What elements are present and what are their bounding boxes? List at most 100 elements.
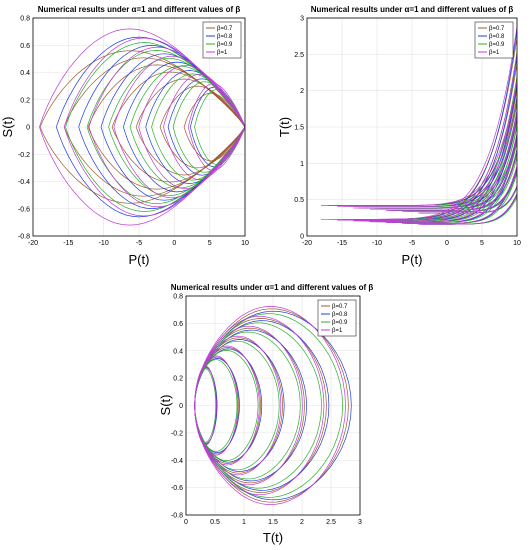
x-tick-label: -5 [136,240,142,247]
series-curve [369,110,517,223]
panel-3-axes-box [185,295,361,516]
legend-label: β=0.7 [217,26,233,32]
series-curve [183,92,245,162]
series-curve [355,76,517,221]
curve-group [194,306,352,505]
series-curve [123,61,245,193]
legend-label: β=0.8 [332,312,348,318]
x-tick-label: -15 [63,240,73,247]
x-tick-label: -10 [99,240,109,247]
panel-2-curves [321,26,517,225]
panel-1-xlabel: P(t) [129,252,150,267]
panel-3-ylabel: S(t) [158,395,173,416]
panel-3-legend: β=0.7 β=0.8 β=0.9 β=1 [317,299,357,337]
y-tick-label: -0.4 [18,179,30,186]
panel-3: Numerical results under α=1 and differen… [158,283,373,545]
y-tick-label: 3 [300,16,304,23]
panel-1: Numerical results under α=1 and differen… [0,5,249,267]
series-curve [337,54,517,221]
series-curve [402,165,517,224]
panel-2-ylabel: T(t) [277,117,292,137]
x-tick-label: -5 [409,240,415,247]
y-tick-label: 1 [300,161,304,168]
y-tick-label: 0 [26,125,30,132]
x-tick-label: 1.5 [268,519,278,526]
series-curve [86,50,245,204]
panel-3-title: Numerical results under α=1 and differen… [171,283,374,292]
x-tick-label: -10 [372,240,382,247]
y-tick-label: 0.8 [20,16,30,23]
series-curve [108,57,245,197]
series-curve [113,55,245,199]
series-curve [418,185,517,214]
y-tick-label: -0.4 [171,458,183,465]
panel-1-curves [39,28,245,226]
y-tick-label: 1.5 [294,125,304,132]
series-curve [129,65,245,189]
series-curve [385,150,517,211]
series-curve [194,306,346,505]
series-curve [349,57,517,221]
x-tick-label: 0 [445,240,449,247]
series-curve [172,81,245,173]
panel-2-axes-box [306,17,518,237]
y-tick-label: 0.8 [173,294,183,301]
x-tick-label: 3 [358,519,362,526]
series-curve [321,26,517,220]
series-curve [151,73,245,181]
panel-2: Numerical results under α=1 and differen… [277,5,521,267]
curve-group [39,28,245,226]
legend-label: β=1 [489,50,500,56]
legend-label: β=0.9 [332,320,348,326]
panel-1-yticks: -0.8 -0.6 -0.4 -0.2 0 0.2 0.4 0.6 0.8 [18,16,30,241]
y-tick-label: 0.5 [294,197,304,204]
series-curve [194,89,245,165]
y-tick-label: 2.5 [294,52,304,59]
series-curve [65,42,245,212]
x-tick-label: 5 [480,240,484,247]
y-tick-label: 0.4 [173,348,183,355]
series-curve [63,57,245,197]
series-curve [402,168,517,213]
series-curve [78,45,245,209]
legend-label: β=0.9 [489,42,505,48]
series-curve [335,83,517,206]
series-curve [418,193,517,225]
y-tick-label: 0.6 [20,43,30,50]
curve-group [321,26,517,225]
panel-2-legend: β=0.7 β=0.8 β=0.9 β=1 [474,21,514,59]
y-tick-label: -0.2 [18,152,30,159]
panel-3-yticks: -0.8 -0.6 -0.4 -0.2 0 0.2 0.4 0.6 0.8 [171,294,183,520]
legend-label: β=0.7 [489,26,505,32]
y-tick-label: 0.6 [173,321,183,328]
y-tick-label: -0.6 [18,206,30,213]
y-tick-label: 2 [300,88,304,95]
series-curve [39,50,245,204]
series-curve [138,64,245,190]
panel-3-xlabel: T(t) [263,530,283,545]
x-tick-label: 1 [242,519,246,526]
panel-3-curves [194,306,352,505]
series-curve [145,70,245,184]
series-curve [167,78,245,176]
y-tick-label: 0 [300,234,304,241]
x-tick-label: 2 [300,519,304,526]
series-curve [321,81,517,206]
series-curve [88,46,245,208]
panel-1-legend: β=0.7 β=0.8 β=0.9 β=1 [202,21,242,59]
panel-1-axes-box [32,17,246,237]
series-curve [335,30,517,220]
series-curve [188,83,245,171]
legend-label: β=0.8 [217,34,233,40]
y-tick-label: -0.6 [171,485,183,492]
x-tick-label: -20 [302,240,312,247]
panel-2-xticks: -20 -15 -10 -5 0 5 10 [302,240,521,247]
legend-label: β=1 [217,50,228,56]
legend-label: β=0.7 [332,304,348,310]
y-tick-label: 0.2 [20,97,30,104]
y-tick-label: 0.2 [173,376,183,383]
legend-label: β=1 [332,328,343,334]
legend-label: β=0.9 [217,42,233,48]
series-curve [353,116,517,209]
